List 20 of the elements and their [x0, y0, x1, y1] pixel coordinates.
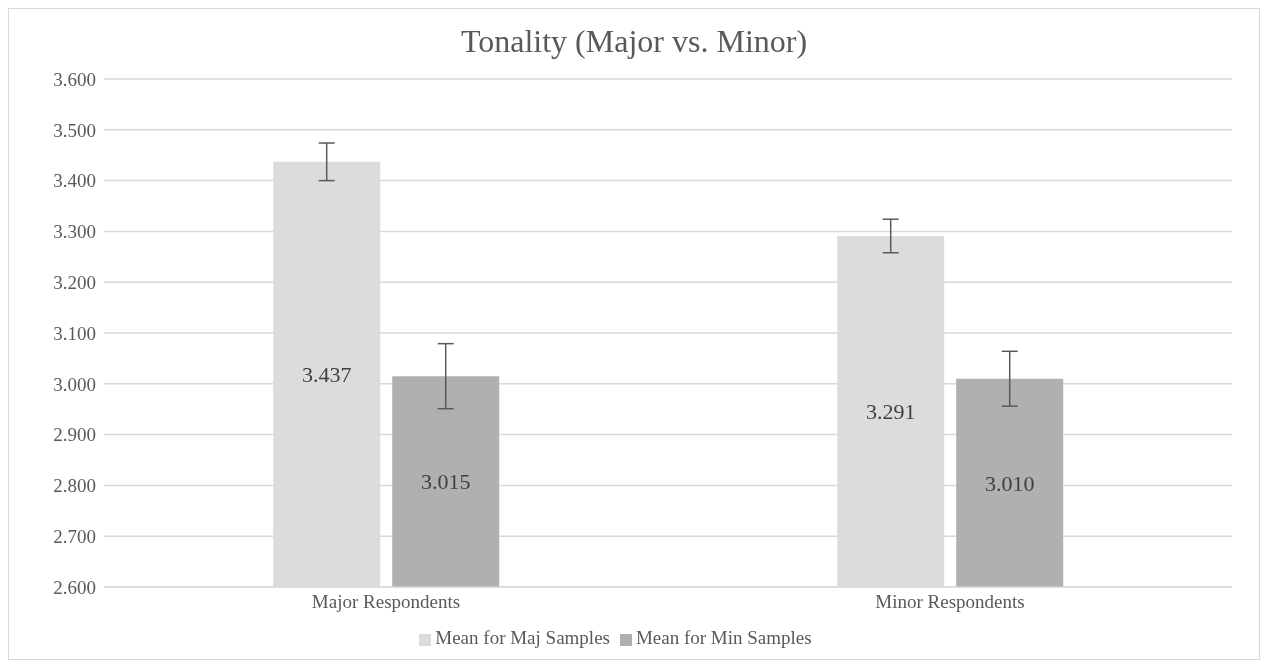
- legend-label: Mean for Min Samples: [635, 627, 812, 648]
- x-tick-label: Major Respondents: [311, 591, 461, 613]
- y-tick-label: 3.600: [53, 68, 96, 90]
- y-tick-label: 2.800: [53, 475, 96, 497]
- legend-label: Mean for Maj Samples: [435, 627, 610, 648]
- y-tick-label: 2.700: [53, 525, 96, 547]
- y-tick-label: 3.200: [53, 271, 96, 293]
- data-label: 3.437: [301, 362, 352, 388]
- y-tick-label: 3.100: [53, 322, 96, 344]
- data-label: 3.291: [865, 399, 916, 425]
- y-tick-label: 3.500: [53, 119, 96, 141]
- y-tick-label: 2.900: [53, 424, 96, 446]
- x-tick-label: Minor Respondents: [875, 591, 1025, 613]
- y-tick-label: 3.400: [53, 170, 96, 192]
- data-label: 3.015: [420, 469, 471, 495]
- chart-title: Tonality (Major vs. Minor): [459, 22, 809, 61]
- y-tick-label: 3.000: [53, 373, 96, 395]
- data-label: 3.010: [984, 470, 1035, 496]
- y-tick-label: 2.600: [53, 576, 96, 598]
- y-tick-label: 3.300: [53, 221, 96, 243]
